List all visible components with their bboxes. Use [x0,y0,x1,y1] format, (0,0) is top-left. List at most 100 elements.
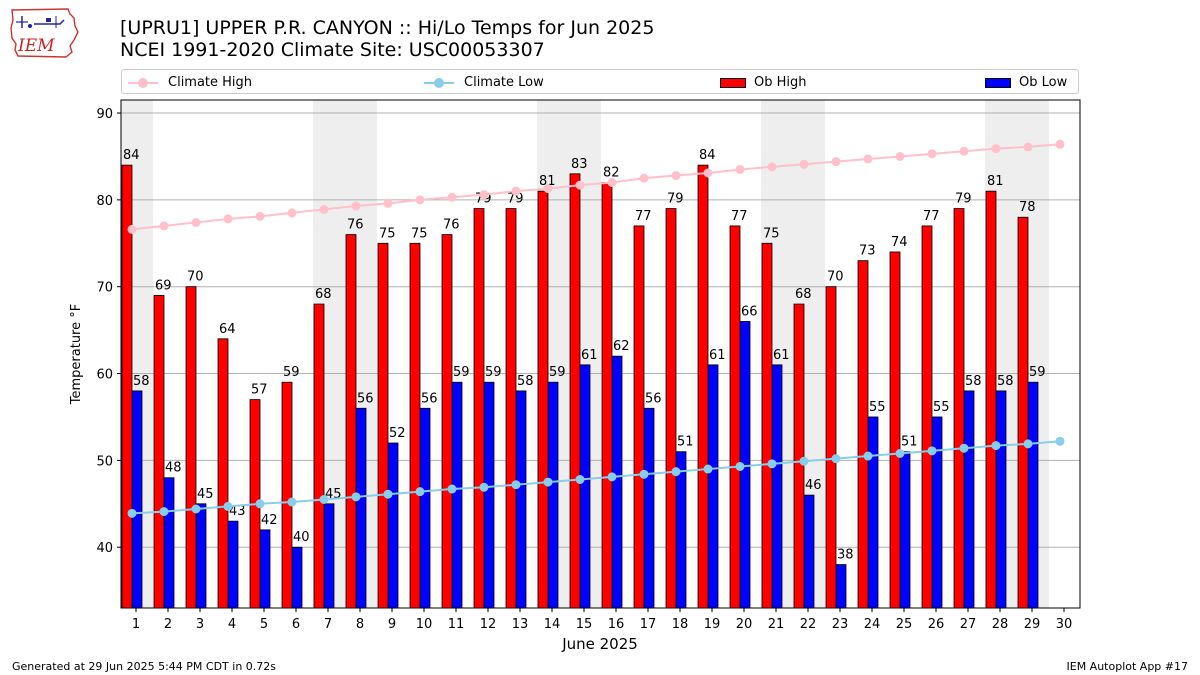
ob-low-label-9: 52 [389,426,406,441]
climate-high-point-25 [895,151,905,161]
ob-low-label-5: 42 [261,513,278,528]
climate-high-point-19 [703,168,713,178]
climate-low-point-27 [959,443,969,453]
ob-high-bar-14 [537,190,549,609]
climate-high-point-12 [479,190,489,200]
title-line-1: [UPRU1] UPPER P.R. CANYON :: Hi/Lo Temps… [120,17,655,39]
ob-low-label-12: 59 [485,365,502,380]
x-tick-label-10: 10 [416,617,433,632]
ob-high-label-10: 75 [411,226,428,241]
ob-low-bar-16 [611,355,623,609]
climate-high-point-21 [767,162,777,172]
climate-high-point-14 [543,184,553,194]
ob-high-bar-6 [281,381,293,609]
ob-low-bar-6 [291,546,303,609]
ob-low-label-24: 55 [869,400,886,415]
climate-high-point-24 [863,154,873,164]
ob-low-label-16: 62 [613,339,630,354]
climate-low-point-8 [351,492,361,502]
climate-low-point-5 [255,499,265,509]
climate-low-point-3 [191,504,201,514]
ob-high-bar-23 [825,286,837,609]
x-tick-label-9: 9 [388,617,396,632]
ob-low-bar-10 [419,407,431,609]
x-tick-label-14: 14 [544,617,561,632]
climate-high-point-13 [511,186,521,196]
x-tick-label-22: 22 [800,617,817,632]
climate-high-point-20 [735,164,745,174]
x-tick-label-17: 17 [640,617,657,632]
x-tick-label-20: 20 [736,617,753,632]
chart-title: [UPRU1] UPPER P.R. CANYON :: Hi/Lo Temps… [120,17,654,61]
ob-low-bar-29 [1027,381,1039,609]
ob-high-bar-26 [921,225,933,609]
y-tick-label-80: 80 [96,194,113,209]
ob-low-label-4: 43 [229,504,246,519]
climate-low-point-24 [863,451,873,461]
ob-low-bar-4 [227,520,239,609]
ob-high-label-8: 76 [347,218,364,233]
ob-low-bar-1 [131,390,143,609]
climate-low-line [131,440,1061,515]
x-tick-label-28: 28 [992,617,1009,632]
ob-low-bar-5 [259,529,271,609]
ob-high-label-9: 75 [379,226,396,241]
x-tick-label-2: 2 [164,617,172,632]
y-axis-label: Temperature °F [69,304,84,405]
climate-low-point-21 [767,459,777,469]
climate-high-point-5 [255,211,265,221]
x-tick-label-5: 5 [260,617,268,632]
x-tick-label-29: 29 [1024,617,1041,632]
ob-high-bar-20 [729,225,741,609]
climate-low-point-28 [991,441,1001,451]
climate-high-point-4 [223,214,233,224]
ob-low-label-2: 48 [165,461,182,476]
x-tick-label-18: 18 [672,617,689,632]
ob-high-label-2: 69 [155,278,172,293]
ob-low-bar-3 [195,503,207,609]
ob-high-label-21: 75 [763,226,780,241]
climate-low-point-10 [415,487,425,497]
ob-high-label-20: 77 [731,209,748,224]
ob-high-label-16: 82 [603,165,620,180]
ob-high-bar-21 [761,242,773,609]
ob-low-label-10: 56 [421,391,438,406]
climate-high-point-3 [191,217,201,227]
x-tick-label-24: 24 [864,617,881,632]
y-tick-label-70: 70 [96,281,113,296]
climate-high-point-16 [607,177,617,187]
x-tick-label-27: 27 [960,617,977,632]
legend-climate-high: Climate High [128,70,252,95]
ob-low-label-18: 51 [677,435,694,450]
ob-low-bar-11 [451,381,463,609]
ob-high-label-11: 76 [443,218,460,233]
ob-high-bar-3 [185,286,197,609]
climate-high-point-28 [991,144,1001,154]
ob-high-bar-17 [633,225,645,609]
y-tick-label-50: 50 [96,454,113,469]
climate-low-point-14 [543,477,553,487]
ob-low-label-11: 59 [453,365,470,380]
ob-high-bar-11 [441,234,453,609]
ob-low-label-13: 58 [517,374,534,389]
x-tick-label-11: 11 [448,617,465,632]
y-tick-label-40: 40 [96,541,113,556]
ob-high-bar-18 [665,208,677,609]
x-tick-label-16: 16 [608,617,625,632]
ob-low-label-27: 58 [965,374,982,389]
ob-high-bar-2 [153,294,165,609]
x-tick-label-6: 6 [292,617,300,632]
climate-low-point-18 [671,467,681,477]
ob-low-label-8: 56 [357,391,374,406]
ob-high-bar-24 [857,260,869,609]
ob-high-label-13: 79 [507,192,524,207]
legend-climate-low: Climate Low [424,70,544,95]
ob-high-bar-19 [697,164,709,609]
ob-low-bar-9 [387,442,399,609]
x-tick-label-19: 19 [704,617,721,632]
ob-low-label-28: 58 [997,374,1014,389]
ob-low-label-17: 56 [645,391,662,406]
climate-low-point-16 [607,472,617,482]
ob-low-bar-24 [867,416,879,609]
climate-high-point-8 [351,201,361,211]
